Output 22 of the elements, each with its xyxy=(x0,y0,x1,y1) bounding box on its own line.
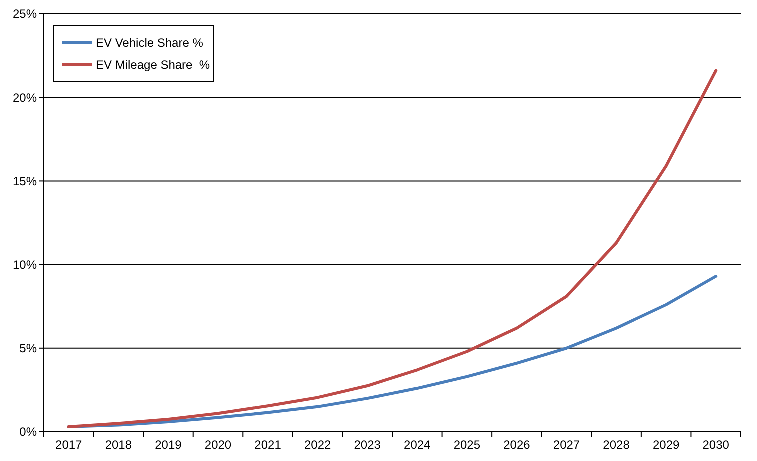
x-tick-label: 2025 xyxy=(454,438,481,452)
y-tick-label: 15% xyxy=(12,174,38,188)
x-tick-label: 2030 xyxy=(702,438,730,452)
x-tick-label: 2021 xyxy=(254,438,282,452)
x-tick-label: 2017 xyxy=(56,438,83,452)
x-tick-label: 2027 xyxy=(553,438,580,452)
y-tick-label: 0% xyxy=(20,425,38,440)
y-tick-label: 20% xyxy=(12,90,38,105)
x-tick-label: 2020 xyxy=(204,438,232,452)
x-tick-label: 2019 xyxy=(155,438,182,452)
y-tick-label: 5% xyxy=(20,342,38,356)
legend-label: EV Mileage Share % xyxy=(96,58,210,72)
legend-label: EV Vehicle Share % xyxy=(96,36,204,50)
x-tick-label: 2022 xyxy=(304,438,332,452)
x-tick-label: 2026 xyxy=(504,438,531,452)
y-tick-label: 25% xyxy=(12,7,38,22)
x-tick-label: 2018 xyxy=(105,438,132,452)
x-tick-label: 2028 xyxy=(603,438,630,452)
y-tick-label: 10% xyxy=(12,258,38,272)
x-tick-label: 2023 xyxy=(354,438,382,452)
x-tick-label: 2029 xyxy=(652,438,680,452)
x-tick-label: 2024 xyxy=(404,438,432,452)
